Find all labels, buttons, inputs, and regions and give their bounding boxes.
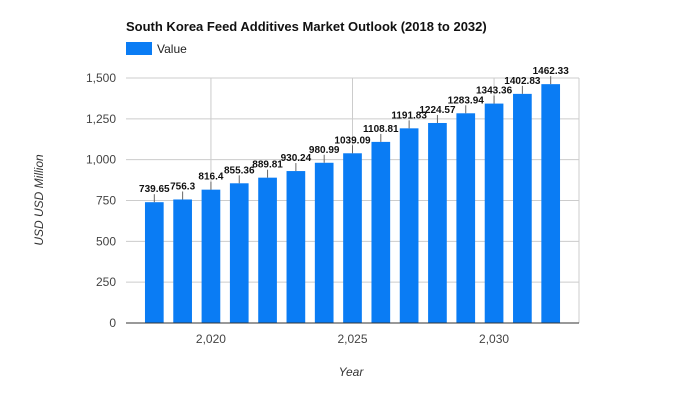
x-axis-tick-labels: 2,020 2,025 2,030 [196,332,509,346]
y-axis-tick-labels: 0 250 500 750 1,000 1,250 1,500 [86,71,116,330]
legend[interactable]: Value [126,42,187,56]
x-tick-label: 2,030 [479,332,509,346]
legend-label: Value [157,42,187,56]
y-tick-label: 250 [96,275,116,289]
bar[interactable] [343,153,362,323]
legend-swatch [126,42,152,55]
data-label: 1224.57 [419,105,456,116]
bar[interactable] [286,171,306,323]
y-tick-label: 500 [96,234,116,248]
bar[interactable] [484,103,504,323]
data-labels: 739.65 756.3816.4855.36889.81930.24980.99… [139,66,570,203]
data-label: 1283.94 [448,95,485,106]
data-label: 816.4 [198,172,223,183]
data-label: 1191.83 [391,110,427,121]
data-label: 1108.81 [363,124,399,135]
x-tick-label: 2,025 [337,332,367,346]
x-axis-title: Year [339,365,365,379]
data-label: 855.36 [224,165,255,176]
data-label: 1343.36 [476,86,513,97]
y-tick-label: 750 [96,194,116,208]
bar[interactable] [229,183,249,323]
chart-title: South Korea Feed Additives Market Outloo… [126,19,487,34]
data-label: 889.81 [252,160,283,171]
x-tick-label: 2,020 [196,332,226,346]
data-label: 739.65 [139,184,170,195]
y-axis-title: USD USD Million [32,154,46,246]
bar[interactable] [258,177,277,323]
bar[interactable] [371,141,391,323]
data-label: 930.24 [281,153,312,164]
data-label: 1039.09 [334,135,371,146]
bar[interactable] [201,189,221,323]
bar[interactable] [144,202,164,323]
bar[interactable] [541,84,561,323]
y-tick-label: 1,000 [86,153,116,167]
bar[interactable] [428,122,447,323]
data-label: 1462.33 [533,66,570,77]
bar[interactable] [314,162,334,323]
data-label: 756.3 [170,181,195,192]
y-tick-label: 1,500 [86,71,116,85]
bar[interactable] [173,199,192,323]
bar[interactable] [513,93,532,324]
bar[interactable] [399,128,419,323]
data-label: 1402.83 [504,76,541,87]
y-tick-label: 0 [109,316,116,330]
bars [144,84,561,324]
data-label: 980.99 [309,145,340,156]
bar[interactable] [456,113,476,324]
y-tick-label: 1,250 [86,112,116,126]
